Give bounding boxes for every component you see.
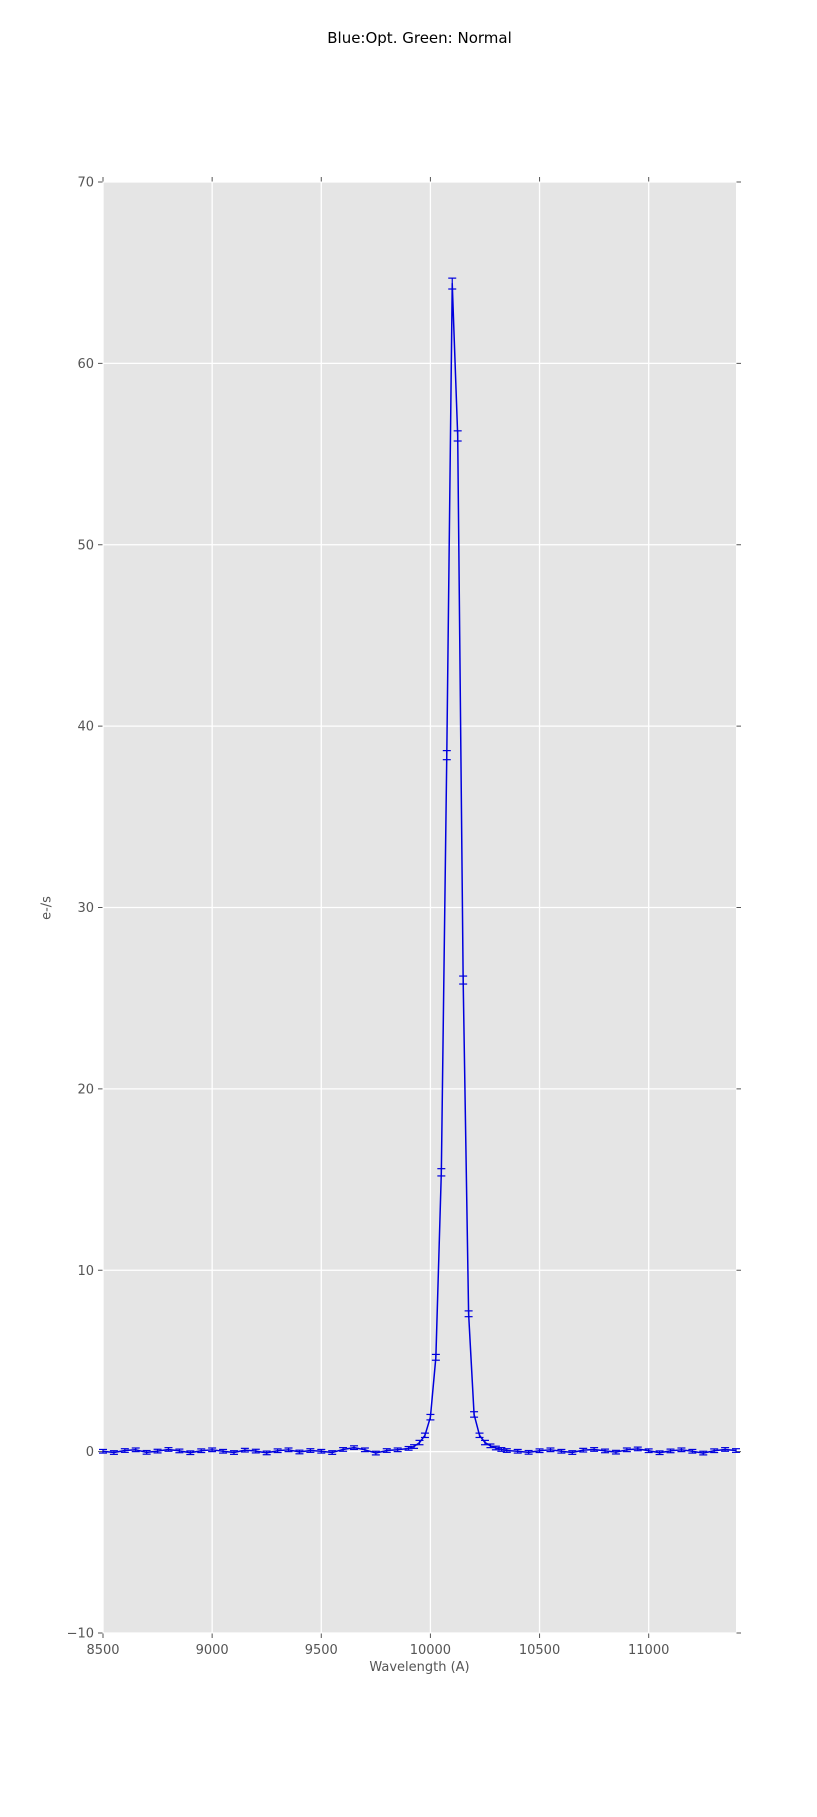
y-tick-label: 50 [77, 538, 94, 553]
spectrum-line [102, 282, 737, 1454]
y-tick-label: 20 [77, 1082, 94, 1097]
x-tick-label: 9000 [196, 1643, 229, 1658]
x-tick-label: 8500 [86, 1643, 119, 1658]
y-tick-label: 40 [77, 720, 94, 735]
x-tick-label: 10000 [410, 1643, 451, 1658]
y-tick-label: 0 [86, 1445, 94, 1460]
x-tick-label: 11000 [628, 1643, 669, 1658]
y-tick-label: −10 [67, 1627, 94, 1642]
x-tick-label: 10500 [519, 1643, 560, 1658]
y-tick-label: 30 [77, 901, 94, 916]
x-tick-label: 9500 [305, 1643, 338, 1658]
y-tick-label: 10 [77, 1264, 94, 1279]
y-tick-label: 70 [77, 176, 94, 191]
chart-title: Blue:Opt. Green: Normal [327, 29, 512, 47]
y-tick-label: 60 [77, 357, 94, 372]
x-axis-label: Wavelength (A) [369, 1660, 470, 1675]
